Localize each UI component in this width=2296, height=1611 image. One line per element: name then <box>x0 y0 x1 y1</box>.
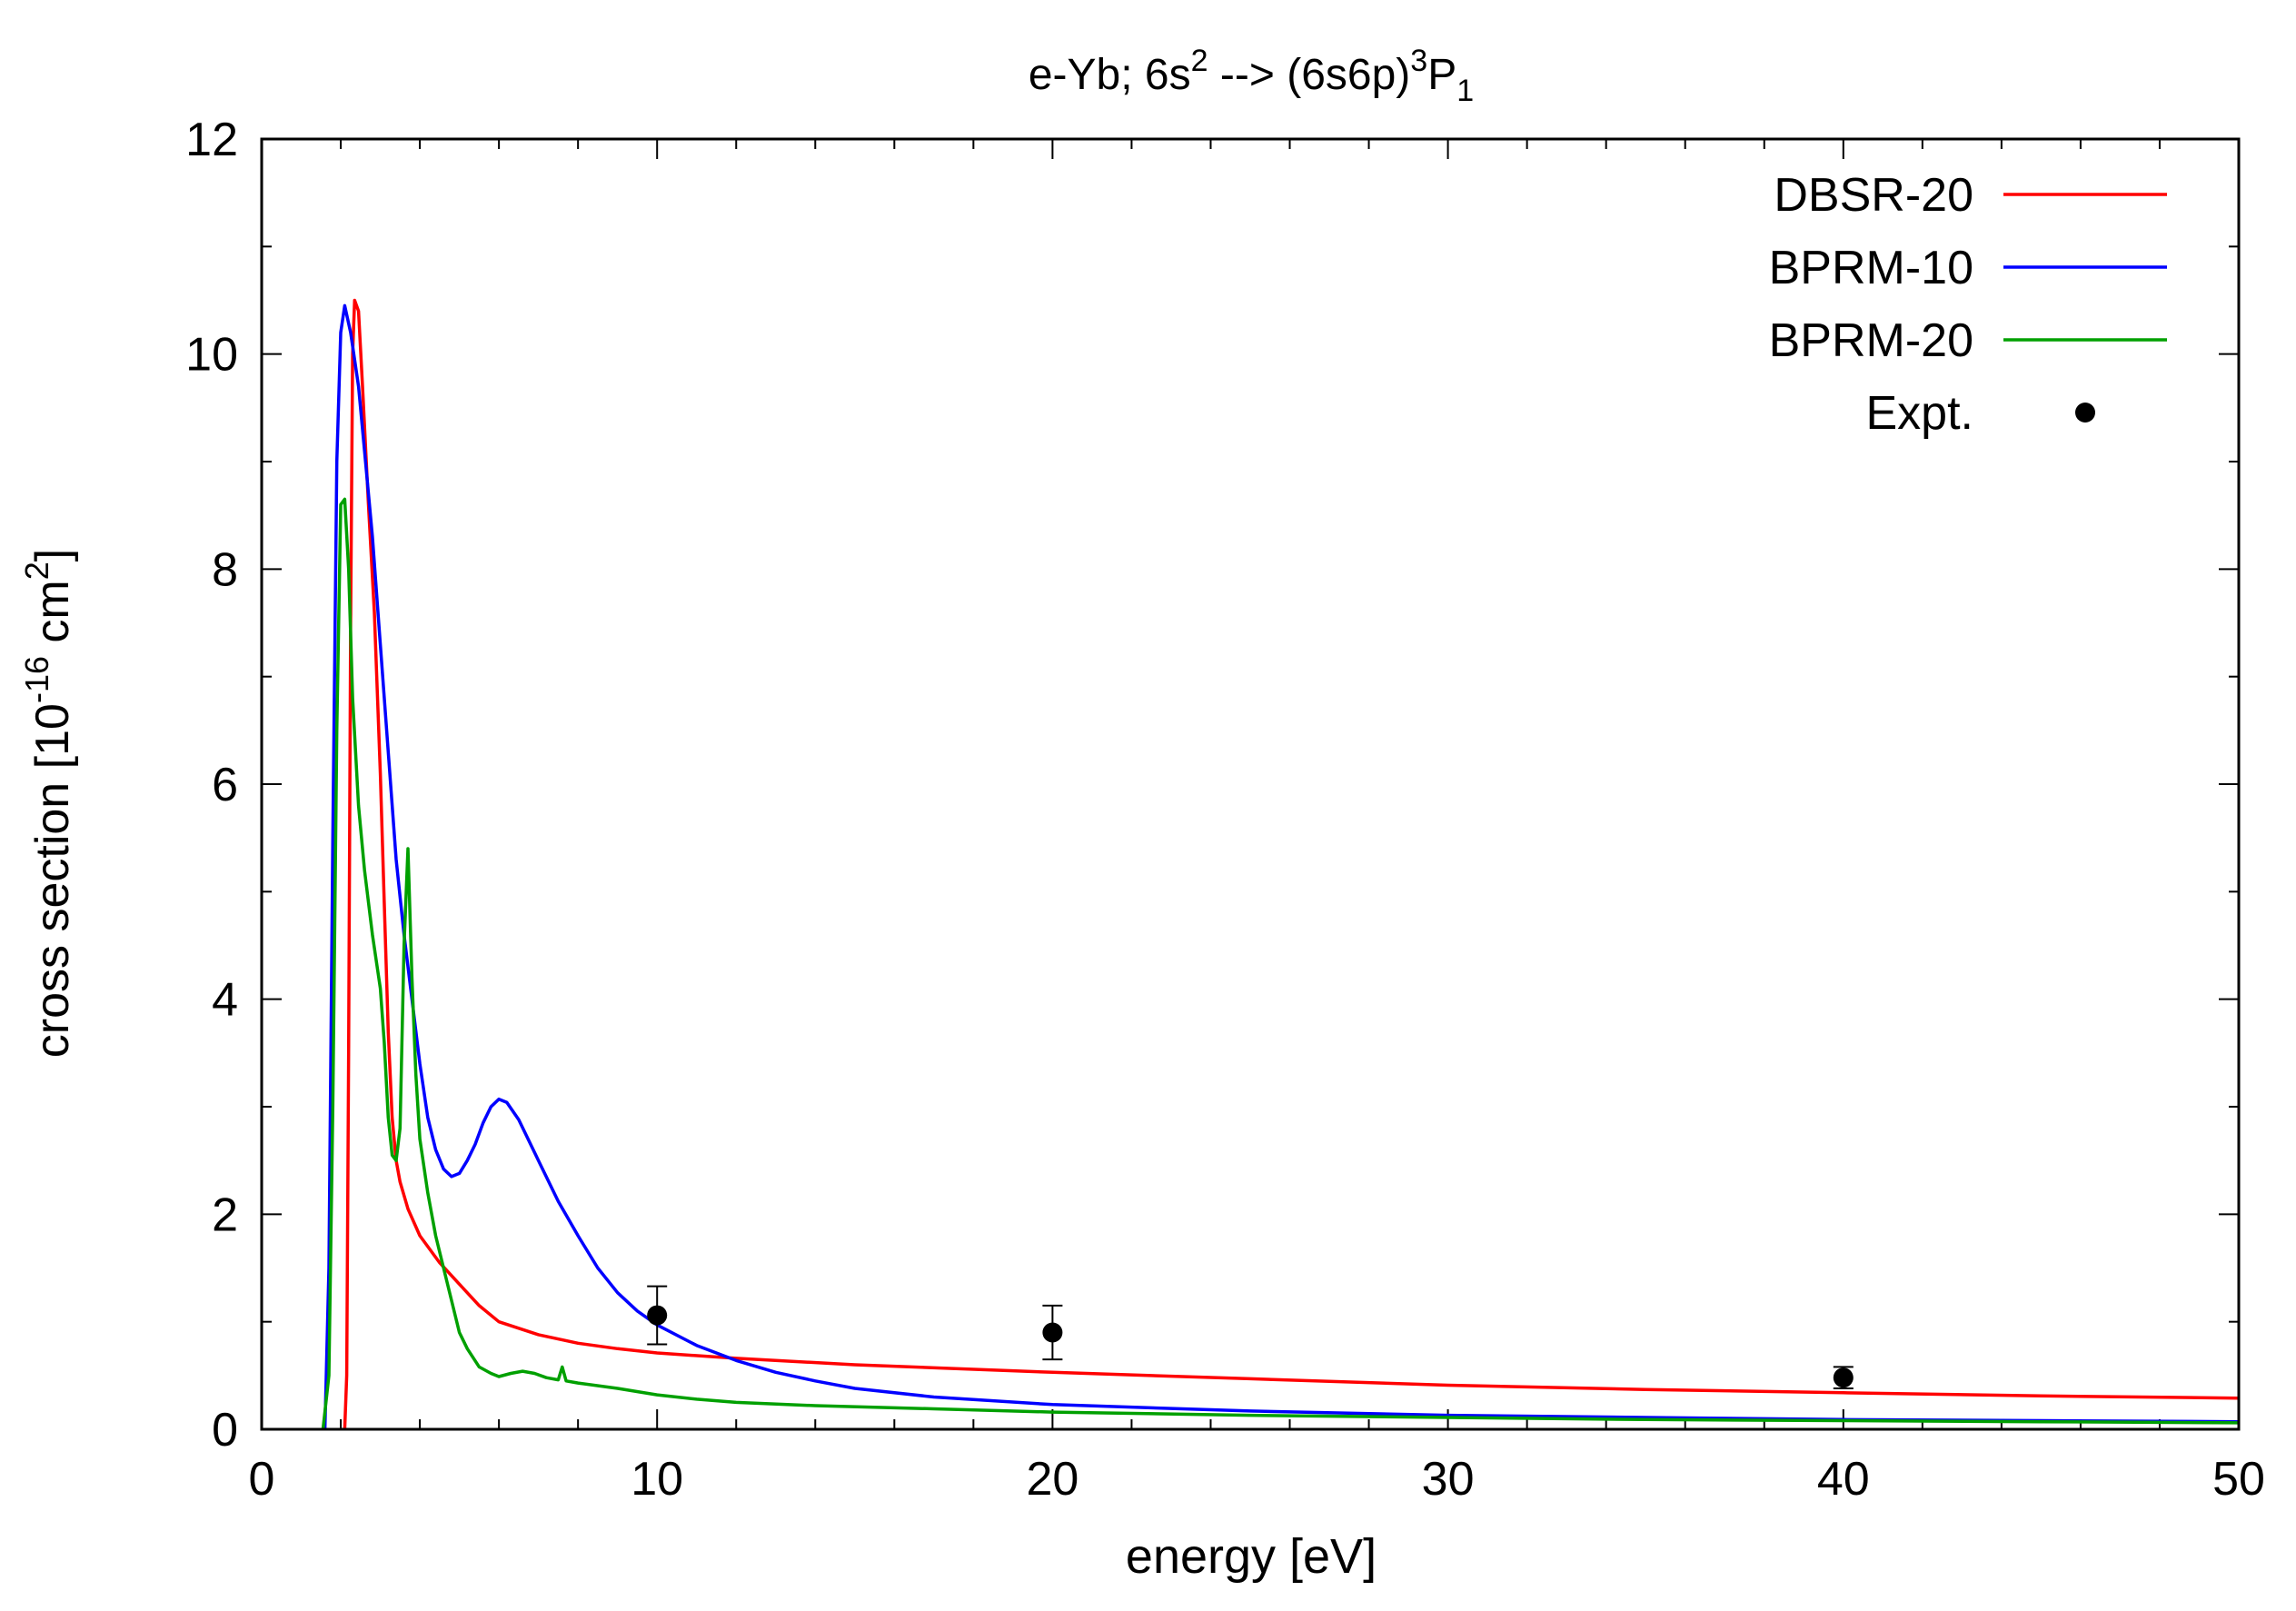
chart-title: e-Yb; 6s2 --> (6s6p)3P1 <box>1029 44 1474 108</box>
y-tick-label: 0 <box>212 1404 238 1457</box>
expt-point <box>1042 1322 1063 1343</box>
legend-label-expt: Expt. <box>1866 387 1974 440</box>
x-tick-label: 50 <box>2212 1453 2265 1506</box>
y-tick-label: 8 <box>212 543 238 596</box>
legend-label-bprm-10: BPRM-10 <box>1769 242 1973 294</box>
series-line-bprm-20 <box>321 497 2240 1430</box>
x-tick-label: 20 <box>1026 1453 1078 1506</box>
expt-point <box>1833 1367 1854 1388</box>
legend: DBSR-20 BPRM-10 BPRM-20 Expt. <box>1769 169 2167 440</box>
y-axis-label: cross section [10-16 cm2] <box>18 549 79 1058</box>
legend-marker-expt <box>2075 403 2095 423</box>
expt-point <box>647 1305 668 1326</box>
legend-label-bprm-20: BPRM-20 <box>1769 314 1973 367</box>
y-tick-label: 12 <box>185 114 238 166</box>
plot-frame <box>260 137 2241 1431</box>
series-line-bprm-10 <box>323 303 2240 1430</box>
legend-label-dbsr-20: DBSR-20 <box>1774 169 1973 222</box>
x-tick-label: 10 <box>631 1453 683 1506</box>
x-tick-label: 0 <box>249 1453 275 1506</box>
y-tick-label: 2 <box>212 1188 238 1241</box>
series-layer <box>321 298 2240 1430</box>
x-tick-label: 40 <box>1817 1453 1870 1506</box>
y-tick-label: 10 <box>185 329 238 382</box>
x-axis-label: energy [eV] <box>1126 1529 1377 1584</box>
axis-ticks: 0 10 20 30 40 50 0 2 4 6 8 10 12 <box>185 114 2265 1506</box>
x-tick-label: 30 <box>1422 1453 1475 1506</box>
y-tick-label: 6 <box>212 759 238 811</box>
series-line-dbsr-20 <box>343 298 2240 1430</box>
y-tick-label: 4 <box>212 974 238 1027</box>
